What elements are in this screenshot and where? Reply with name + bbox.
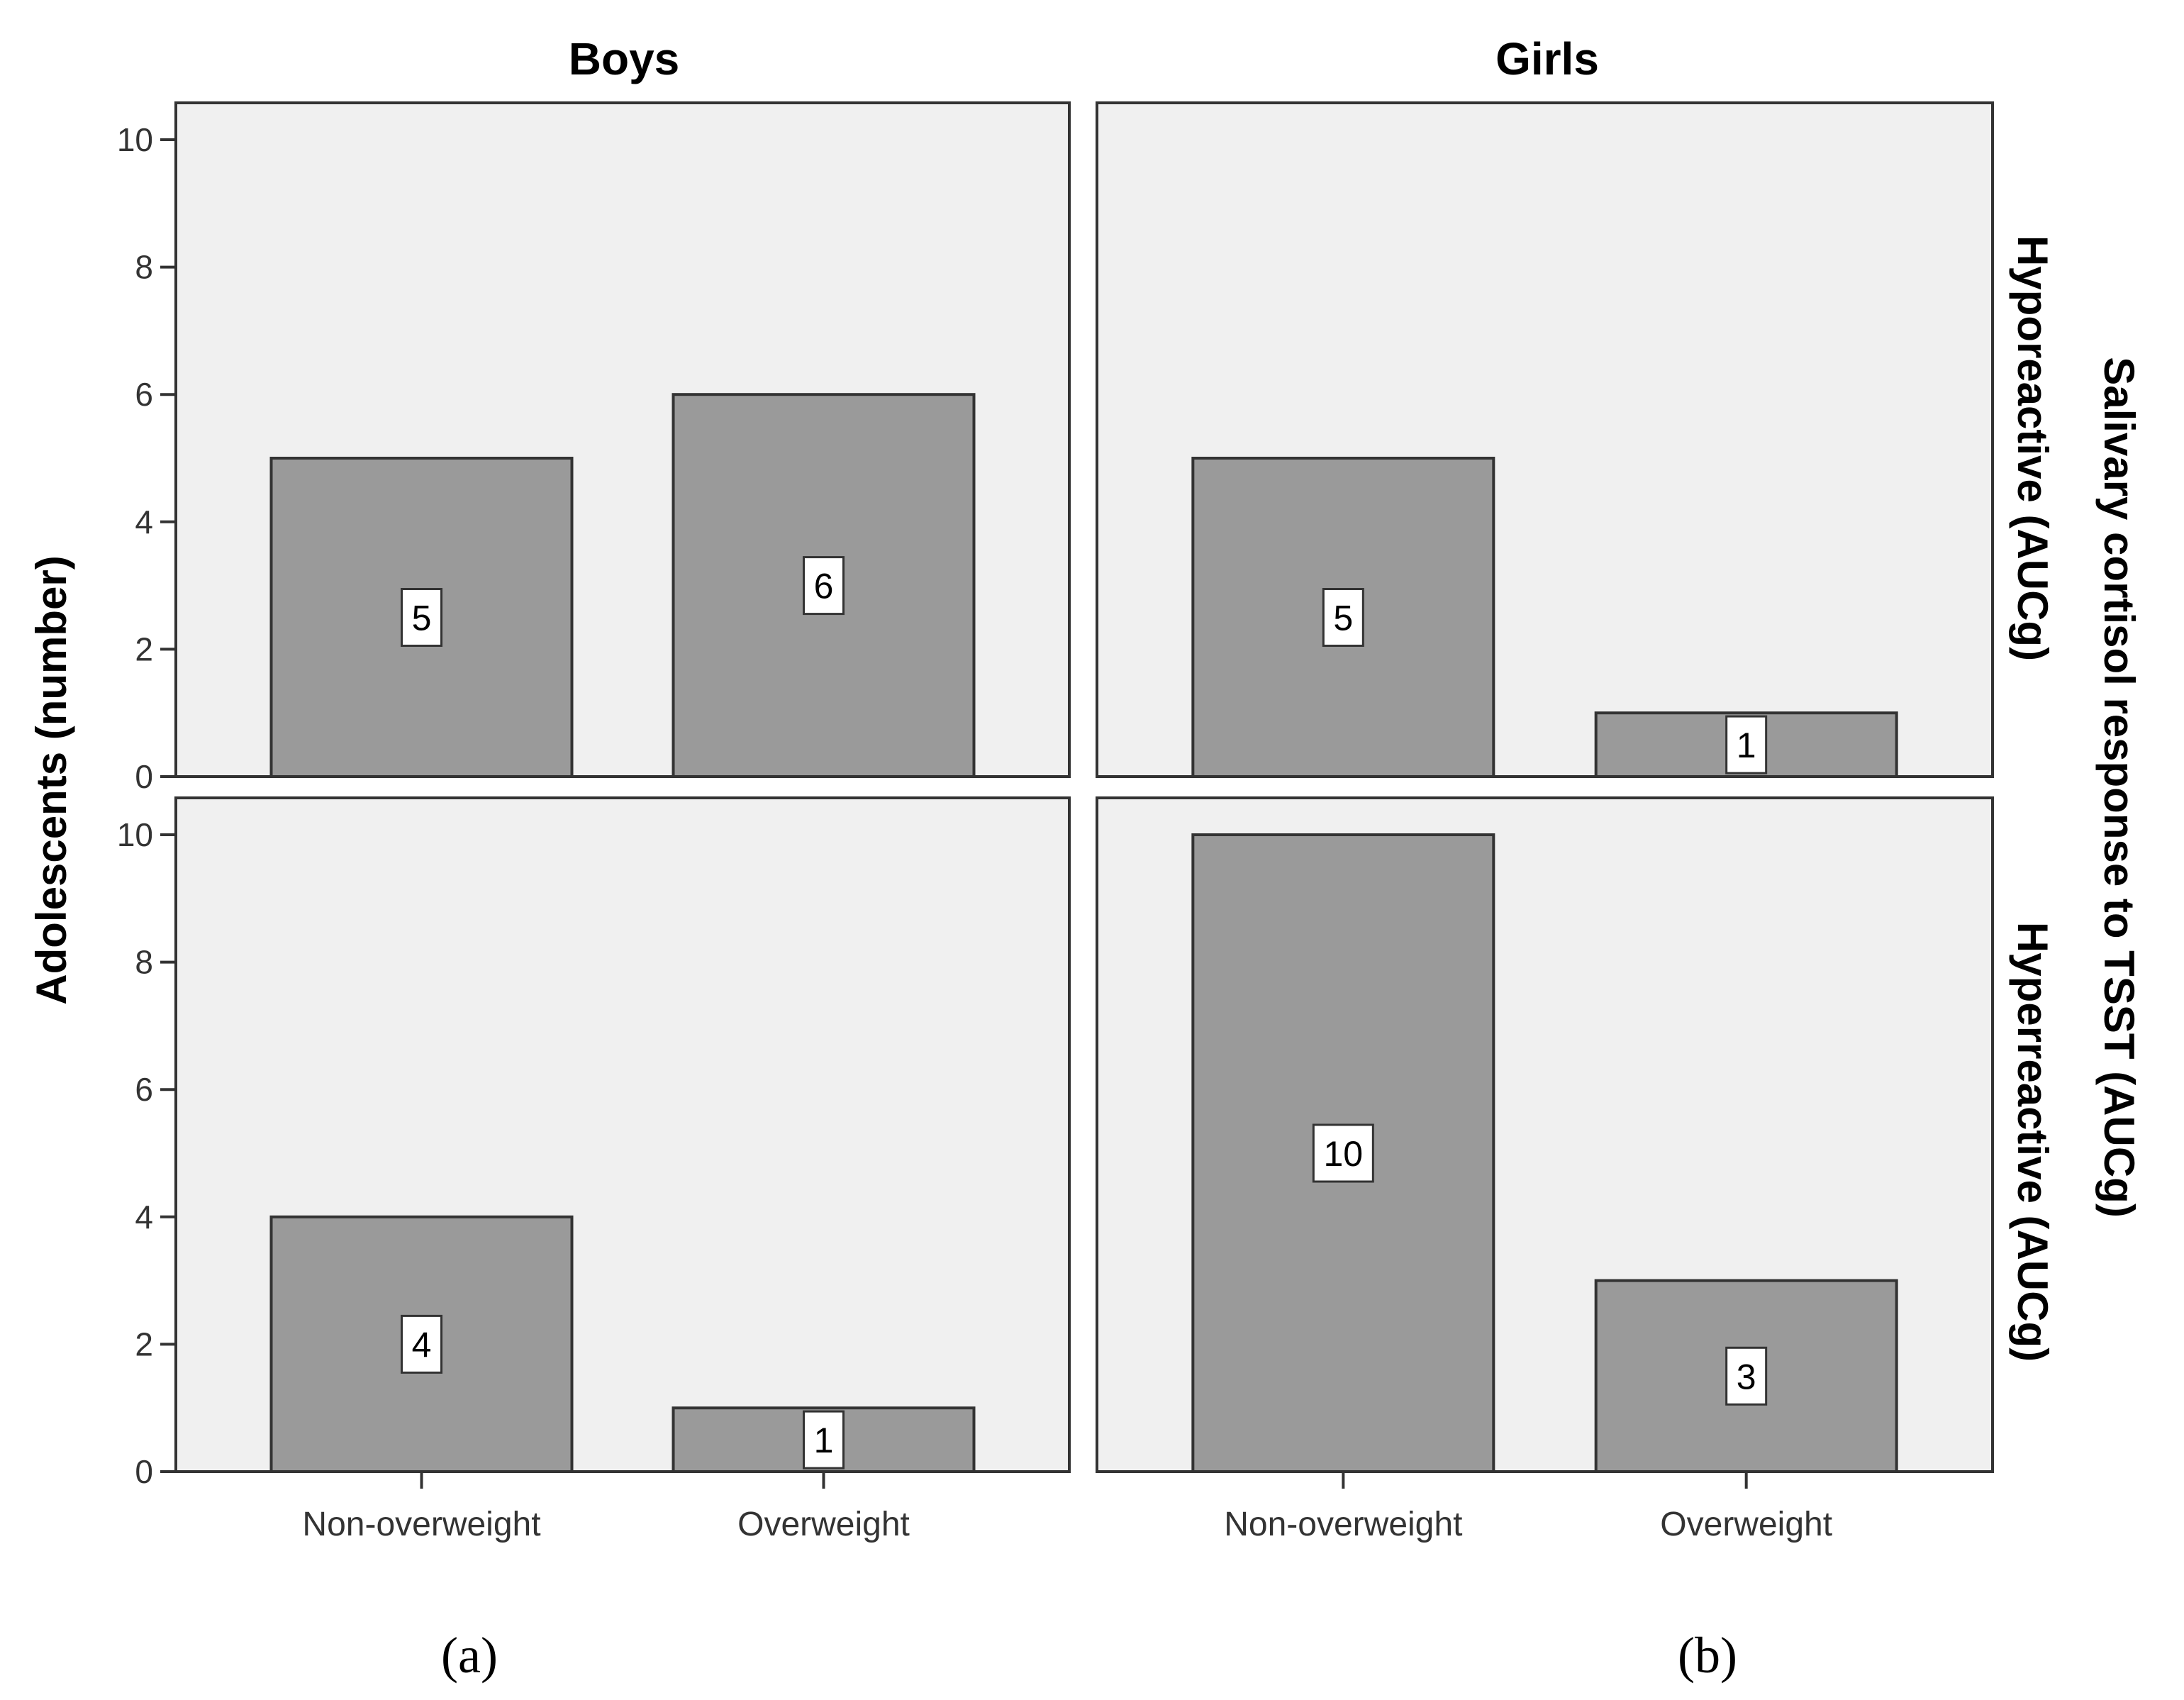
x-tick-label-girls-hyper-0: Non-overweight bbox=[1224, 1506, 1462, 1543]
y-tick-label-boys-hyper-6: 6 bbox=[135, 1071, 153, 1108]
right-axis-title: Salivary cortisol response to TSST (AUCg… bbox=[2095, 357, 2143, 1218]
column-title-boys: Boys bbox=[569, 33, 680, 84]
data-label-box-boys-hyper-1 bbox=[803, 1410, 845, 1470]
data-label-girls-hyper-1: 3 bbox=[1737, 1357, 1756, 1396]
data-label-box-girls-hyper-1 bbox=[1725, 1346, 1768, 1406]
data-label-box-girls-hyper-0 bbox=[1312, 1123, 1374, 1183]
y-tick-label-boys-hyper-10: 10 bbox=[117, 816, 153, 853]
x-tick-label-girls-hyper-1: Overweight bbox=[1660, 1506, 1832, 1543]
y-tick-label-boys-hypo-10: 10 bbox=[117, 121, 153, 158]
y-tick-label-boys-hypo-8: 8 bbox=[135, 249, 153, 286]
data-label-girls-hypo-1: 1 bbox=[1737, 726, 1756, 765]
y-tick-label-boys-hypo-2: 2 bbox=[135, 630, 153, 667]
data-label-boys-hypo-0: 5 bbox=[412, 599, 432, 638]
row-label-hyperreactive: Hyperreactive (AUCg) bbox=[2009, 922, 2056, 1362]
data-label-box-girls-hypo-0 bbox=[1322, 588, 1364, 647]
y-tick-label-boys-hyper-4: 4 bbox=[135, 1199, 153, 1235]
x-tick-label-boys-hyper-1: Overweight bbox=[737, 1506, 910, 1543]
data-label-girls-hyper-0: 10 bbox=[1324, 1134, 1364, 1174]
subfigure-label-b: (b) bbox=[1678, 1627, 1737, 1684]
data-label-boys-hypo-1: 6 bbox=[814, 567, 834, 606]
data-label-box-boys-hypo-0 bbox=[401, 588, 442, 647]
y-tick-label-boys-hypo-0: 0 bbox=[135, 758, 153, 795]
y-axis-title: Adolescents (number) bbox=[28, 555, 75, 1004]
data-label-box-girls-hypo-1 bbox=[1725, 715, 1768, 774]
row-label-hyporeactive: Hyporeactive (AUCg) bbox=[2009, 235, 2056, 661]
x-tick-label-boys-hyper-0: Non-overweight bbox=[302, 1506, 540, 1543]
data-label-boys-hyper-1: 1 bbox=[814, 1421, 834, 1460]
y-tick-label-boys-hyper-2: 2 bbox=[135, 1326, 153, 1362]
subfigure-label-a: (a) bbox=[441, 1627, 498, 1684]
y-tick-label-boys-hyper-8: 8 bbox=[135, 944, 153, 981]
data-label-box-boys-hyper-0 bbox=[401, 1314, 442, 1374]
data-label-boys-hyper-0: 4 bbox=[412, 1325, 432, 1365]
panels-layer: 0246810565102468104Non-overweight1Overwe… bbox=[117, 101, 1994, 1543]
column-title-girls: Girls bbox=[1495, 33, 1599, 84]
y-tick-label-boys-hypo-6: 6 bbox=[135, 376, 153, 413]
y-tick-label-boys-hyper-0: 0 bbox=[135, 1453, 153, 1490]
data-label-box-boys-hypo-1 bbox=[803, 556, 845, 616]
data-label-girls-hypo-0: 5 bbox=[1333, 599, 1353, 638]
y-tick-label-boys-hypo-4: 4 bbox=[135, 504, 153, 540]
